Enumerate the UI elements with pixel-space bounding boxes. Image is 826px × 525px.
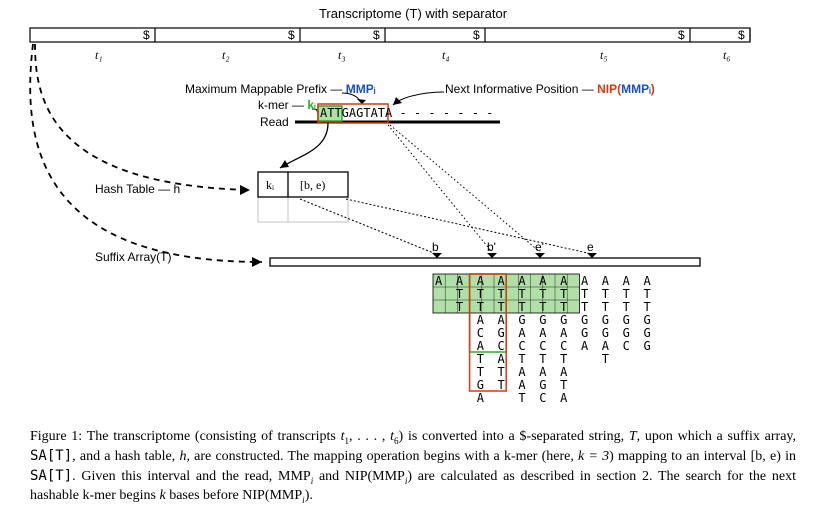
transcript-label: t₁ [95,48,103,63]
alignment-row: A T C A [435,392,654,405]
svg-text:$: $ [373,28,380,42]
bp-label: b' [487,240,496,254]
figure-svg: $ $ $ $ $ $ [0,0,826,430]
transcript-label: t₃ [338,48,346,63]
read-sequence: ATTGAGTATA - - - - - - - [320,106,493,120]
transcriptome-bar [30,28,750,42]
transcript-label: t₅ [600,48,608,63]
e-label: e [587,240,594,254]
figure-caption: Figure 1: The transcriptome (consisting … [30,428,796,506]
alignment-grid: A A A A A A A A A A A T T T T T T T T T … [435,275,654,405]
svg-text:$: $ [473,28,480,42]
svg-text:$: $ [738,28,745,42]
svg-text:$: $ [143,28,150,42]
hash-ki: kᵢ [266,178,274,193]
read-label: Read [260,115,289,129]
svg-text:$: $ [678,28,685,42]
b-label: b [432,240,439,254]
hash-table-label: Hash Table — h [95,182,180,196]
nip-label: Next Informative Position — NIP(MMPᵢ) [445,82,655,96]
suffix-array-label: Suffix Array(T) [95,250,171,264]
transcript-label: t₄ [442,48,450,63]
hash-be: [b, e) [300,178,325,193]
svg-text:$: $ [288,28,295,42]
transcript-label: t₆ [723,48,731,63]
suffix-array-bar [270,258,700,266]
ep-label: e' [535,240,544,254]
kmer-label: k-mer — kᵢ [258,98,316,112]
transcript-label: t₂ [222,48,230,63]
mmp-label: Maximum Mappable Prefix — MMPᵢ [185,82,375,96]
